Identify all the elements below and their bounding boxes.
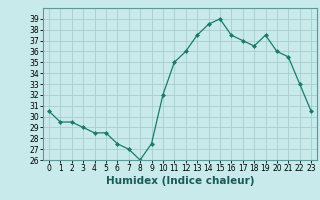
X-axis label: Humidex (Indice chaleur): Humidex (Indice chaleur): [106, 176, 254, 186]
